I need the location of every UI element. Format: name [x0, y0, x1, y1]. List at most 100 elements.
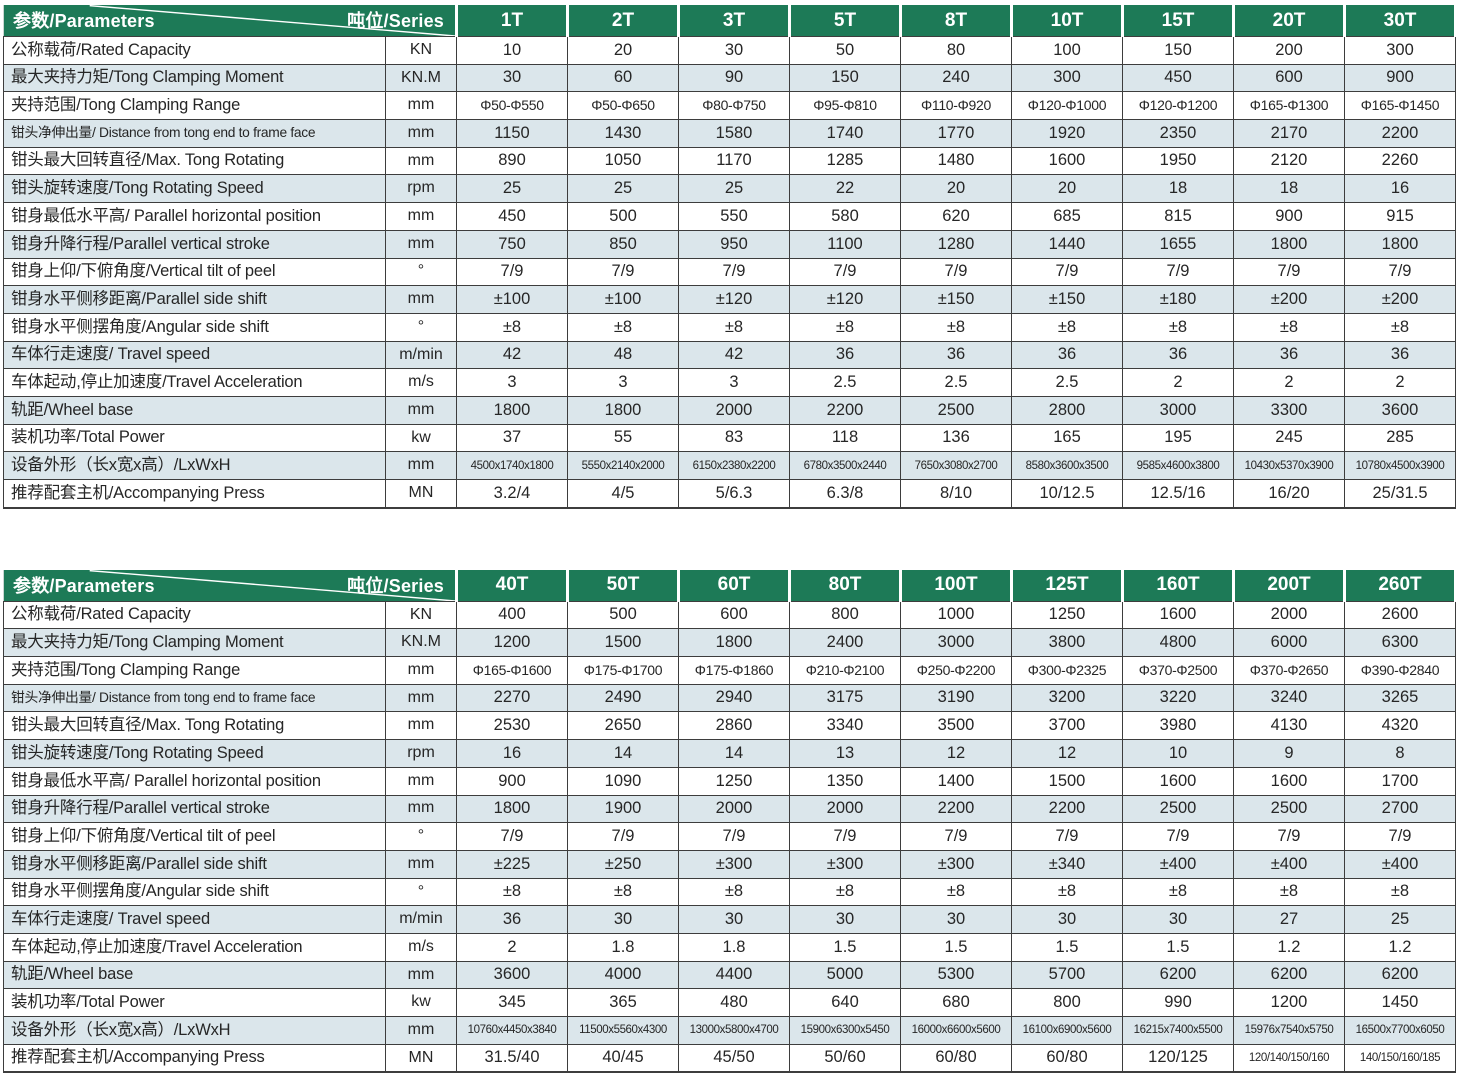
- value-cell: 4500x1740x1800: [456, 451, 568, 480]
- value-cell: 815: [1122, 202, 1234, 231]
- value-cell: ±8: [567, 877, 679, 907]
- value-cell: 2000: [789, 794, 901, 824]
- value-cell: 300: [1344, 36, 1456, 65]
- value-cell: 60: [567, 63, 679, 93]
- value-cell: 16000x6600x5600: [900, 1016, 1012, 1045]
- table-row: 设备外形（长x宽x高）/LxWxH mm 4500x1740x1800 5550x21…: [3, 451, 1456, 480]
- value-cell: 30: [1011, 905, 1123, 934]
- table-row: 夹持范围/Tong Clamping Range mm Φ165-Φ1600 Φ175…: [3, 656, 1456, 685]
- value-cell: 2600: [1344, 600, 1456, 630]
- diagonal-divider-line: [4, 5, 455, 36]
- value-cell: Φ175-Φ1700: [567, 656, 679, 685]
- value-cell: 1580: [678, 119, 790, 148]
- series-header-cell: 100T: [899, 568, 1013, 602]
- value-cell: 3240: [1233, 683, 1345, 713]
- value-cell: 1350: [789, 766, 901, 796]
- param-name-cell: 装机功率/Total Power: [3, 423, 386, 453]
- value-cell: ±200: [1233, 285, 1345, 314]
- value-cell: 9: [1233, 739, 1345, 768]
- param-name-cell: 钳身升降行程/Parallel vertical stroke: [3, 794, 386, 824]
- table-row: 钳身水平侧摆角度/Angular side shift ° ±8 ±8 ±8 ±8 ±8 ±8…: [3, 877, 1456, 907]
- unit-cell: MN: [385, 478, 457, 509]
- unit-cell: mm: [385, 794, 457, 824]
- value-cell: 800: [789, 600, 901, 630]
- value-cell: 1600: [1233, 766, 1345, 796]
- value-cell: ±8: [789, 877, 901, 907]
- value-cell: 37: [456, 423, 568, 453]
- value-cell: 2400: [789, 628, 901, 658]
- value-cell: 1250: [1011, 600, 1123, 630]
- param-name-cell: 钳头净伸出量/ Distance from tong end to frame …: [3, 119, 386, 148]
- value-cell: 2270: [456, 683, 568, 713]
- value-cell: 1.5: [1122, 932, 1234, 962]
- param-name-cell: 公称载荷/Rated Capacity: [3, 36, 386, 65]
- param-name-cell: 钳身水平侧移距离/Parallel side shift: [3, 285, 386, 314]
- table-row: 钳身升降行程/Parallel vertical stroke mm 750 850 9…: [3, 229, 1456, 259]
- value-cell: 1250: [678, 766, 790, 796]
- value-cell: Φ390-Φ2840: [1344, 656, 1456, 685]
- value-cell: 3190: [900, 683, 1012, 713]
- value-cell: 3265: [1344, 683, 1456, 713]
- value-cell: 3300: [1233, 395, 1345, 425]
- param-name-cell: 夹持范围/Tong Clamping Range: [3, 91, 386, 121]
- value-cell: 4/5: [567, 478, 679, 509]
- value-cell: 31.5/40: [456, 1043, 568, 1074]
- value-cell: 2.5: [1011, 368, 1123, 397]
- value-cell: 3340: [789, 711, 901, 741]
- value-cell: 3500: [900, 711, 1012, 741]
- table-row: 车体起动,停止加速度/Travel Acceleration m/s 3 3 3 2.5 2…: [3, 368, 1456, 397]
- unit-cell: KN: [385, 600, 457, 630]
- table-row: 设备外形（长x宽x高）/LxWxH mm 10760x4450x3840 11500x…: [3, 1016, 1456, 1045]
- value-cell: 165: [1011, 423, 1123, 453]
- value-cell: 16100x6900x5600: [1011, 1016, 1123, 1045]
- table-row: 钳头旋转速度/Tong Rotating Speed rpm 16 14 14 13 12 1…: [3, 739, 1456, 768]
- series-header-cell: 3T: [677, 4, 791, 37]
- value-cell: 50/60: [789, 1043, 901, 1074]
- value-cell: 2200: [789, 395, 901, 425]
- value-cell: 2350: [1122, 119, 1234, 148]
- series-header-cell: 2T: [566, 4, 680, 37]
- unit-cell: m/min: [385, 905, 457, 934]
- table-body: 公称载荷/Rated Capacity KN 10 20 30 50 80 100 150 200…: [3, 36, 1456, 509]
- value-cell: ±225: [456, 849, 568, 879]
- value-cell: 1430: [567, 119, 679, 148]
- value-cell: 1740: [789, 119, 901, 148]
- table-row: 钳身最低水平高/ Parallel horizontal position mm 9…: [3, 766, 1456, 796]
- corner-header-cell: 吨位/Series 参数/Parameters: [3, 568, 458, 602]
- unit-cell: KN: [385, 36, 457, 65]
- value-cell: 800: [1011, 988, 1123, 1017]
- value-cell: 5/6.3: [678, 478, 790, 509]
- value-cell: 7/9: [678, 822, 790, 851]
- series-header-cell: 80T: [788, 568, 902, 602]
- value-cell: 1450: [1344, 988, 1456, 1017]
- value-cell: 36: [456, 905, 568, 934]
- unit-cell: °: [385, 822, 457, 851]
- value-cell: ±8: [900, 312, 1012, 342]
- value-cell: 16: [1344, 174, 1456, 204]
- value-cell: 7/9: [1344, 257, 1456, 287]
- value-cell: 2490: [567, 683, 679, 713]
- value-cell: 400: [456, 600, 568, 630]
- value-cell: 12: [1011, 739, 1123, 768]
- value-cell: Φ50-Φ550: [456, 91, 568, 121]
- value-cell: 1800: [567, 395, 679, 425]
- series-header-row: 吨位/Series 参数/Parameters 1T 2T 3T 5T 8T 10T 15T…: [3, 4, 1457, 37]
- value-cell: 2.5: [900, 368, 1012, 397]
- param-name-cell: 钳身最低水平高/ Parallel horizontal position: [3, 766, 386, 796]
- value-cell: 15900x6300x5450: [789, 1016, 901, 1045]
- value-cell: 27: [1233, 905, 1345, 934]
- value-cell: 2: [456, 932, 568, 962]
- value-cell: ±150: [1011, 285, 1123, 314]
- value-cell: 2940: [678, 683, 790, 713]
- value-cell: 1440: [1011, 229, 1123, 259]
- value-cell: 13000x5800x4700: [678, 1016, 790, 1045]
- value-cell: 990: [1122, 988, 1234, 1017]
- value-cell: 4130: [1233, 711, 1345, 741]
- value-cell: 1.2: [1344, 932, 1456, 962]
- unit-cell: MN: [385, 1043, 457, 1074]
- param-name-cell: 车体起动,停止加速度/Travel Acceleration: [3, 368, 386, 397]
- value-cell: 60/80: [1011, 1043, 1123, 1074]
- value-cell: 36: [1344, 340, 1456, 370]
- value-cell: 680: [900, 988, 1012, 1017]
- value-cell: 2860: [678, 711, 790, 741]
